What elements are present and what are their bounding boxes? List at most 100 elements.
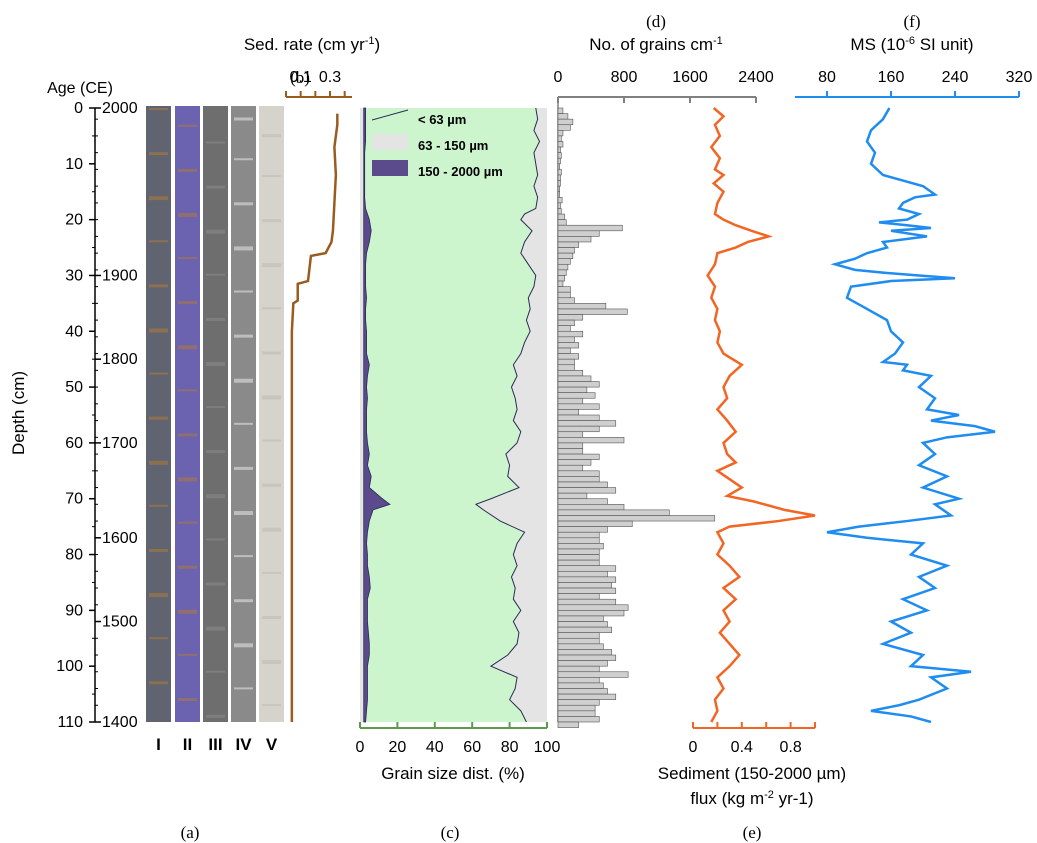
core-texture bbox=[149, 460, 168, 465]
depth-tick-label: 110 bbox=[57, 714, 83, 731]
grain-count-bar bbox=[557, 554, 600, 561]
grain-count-bar bbox=[557, 520, 633, 527]
grain-count-bar bbox=[557, 431, 584, 438]
panel-label-a: (a) bbox=[181, 823, 200, 842]
core-texture bbox=[262, 660, 281, 665]
ms-tick-label: 80 bbox=[818, 69, 836, 86]
core-texture bbox=[149, 240, 168, 243]
core-texture bbox=[206, 714, 225, 718]
core-texture bbox=[234, 246, 253, 251]
grain-count-bar bbox=[557, 593, 600, 600]
core-texture bbox=[234, 511, 253, 516]
core-texture bbox=[206, 450, 225, 454]
grain-count-bar bbox=[557, 353, 579, 360]
depth-tick-label: 30 bbox=[65, 267, 83, 284]
grain-count-bar bbox=[557, 414, 600, 421]
grain-size-tick-label: 60 bbox=[463, 739, 481, 756]
sed-rate-tick-label: 0.1 bbox=[290, 69, 312, 86]
depth-tick-label: 20 bbox=[65, 212, 83, 229]
core-texture bbox=[149, 504, 168, 507]
core-texture bbox=[262, 571, 281, 574]
grain-count-bar bbox=[557, 721, 579, 728]
grain-count-bar bbox=[557, 409, 579, 416]
flux-line bbox=[706, 107, 816, 723]
depth-tick-label: 50 bbox=[65, 379, 83, 396]
core-strip bbox=[146, 106, 171, 722]
grain-count-bar bbox=[557, 291, 571, 299]
core-texture bbox=[149, 196, 168, 201]
age-axis: 2000 1900 1800 1700 1600 1500 1400 bbox=[95, 100, 138, 731]
grain-count-bar bbox=[557, 509, 670, 516]
core-texture bbox=[262, 615, 281, 619]
grain-count-bar bbox=[557, 537, 600, 544]
core-texture bbox=[178, 433, 197, 437]
grain-count-bar bbox=[557, 392, 596, 399]
panel-label-e: (e) bbox=[743, 823, 762, 842]
grain-count-bar bbox=[557, 442, 584, 449]
depth-tick-label: 90 bbox=[65, 602, 83, 619]
grain-count-bar bbox=[557, 598, 617, 606]
core-texture bbox=[149, 328, 168, 333]
grain-count-bar bbox=[557, 504, 625, 511]
core-texture bbox=[149, 681, 168, 685]
core-texture bbox=[234, 643, 253, 648]
depth-tick-label: 100 bbox=[56, 658, 83, 675]
core-texture bbox=[206, 141, 225, 144]
grain-size-axis-title: Grain size dist. (%) bbox=[381, 764, 525, 783]
grain-count-bar bbox=[557, 381, 600, 388]
depth-tick-label: 70 bbox=[65, 491, 83, 508]
core-texture bbox=[206, 538, 225, 541]
core-texture bbox=[262, 704, 281, 707]
grain-count-bar bbox=[557, 297, 575, 304]
core-texture bbox=[178, 477, 197, 482]
grain-count-bar bbox=[557, 247, 575, 254]
legend-swatch bbox=[372, 134, 408, 150]
grain-count-bar bbox=[557, 476, 600, 483]
depth-axis: Depth (cm) 0 10 20 30 40 50 60 70 80 90 100 110 bbox=[9, 100, 96, 731]
core-texture bbox=[149, 416, 168, 420]
grain-count-bar bbox=[557, 174, 561, 181]
grain-count-bar bbox=[557, 185, 560, 193]
core-texture bbox=[206, 670, 225, 673]
grain-count-bar bbox=[557, 420, 617, 427]
grain-count-bar bbox=[557, 481, 608, 488]
panel-label-c: (c) bbox=[441, 823, 460, 842]
core-texture bbox=[206, 317, 225, 321]
grain-count-bar bbox=[557, 492, 588, 500]
grain-count-tick-label: 1600 bbox=[672, 69, 708, 86]
age-tick-label: 2000 bbox=[102, 100, 138, 117]
core-texture bbox=[178, 257, 197, 260]
grain-count-bar bbox=[557, 543, 604, 550]
panel-c-grain-size: Grain size dist. (%) 0 20 40 60 80 100 < 63 µm… bbox=[356, 107, 560, 783]
core-texture bbox=[149, 548, 168, 552]
core-strip-label: III bbox=[208, 735, 222, 754]
core-texture bbox=[178, 653, 197, 656]
panel-f-magnetic-susceptibility: MS (10-6 SI unit) 80 160 240 320 bbox=[795, 35, 1032, 724]
core-strip bbox=[259, 106, 284, 722]
core-texture bbox=[234, 290, 253, 293]
grain-count-bar bbox=[557, 559, 600, 567]
grain-count-bar bbox=[557, 425, 600, 433]
grain-count-bar bbox=[557, 124, 571, 131]
grain-count-bar bbox=[557, 526, 608, 533]
core-texture bbox=[262, 263, 281, 268]
grain-count-bar bbox=[557, 325, 571, 332]
grain-count-bar bbox=[557, 582, 612, 589]
grain-count-bar bbox=[557, 314, 584, 321]
legend-swatch bbox=[372, 160, 408, 176]
ms-tick-label: 160 bbox=[878, 69, 905, 86]
core-texture bbox=[234, 555, 253, 558]
core-strip-label: II bbox=[183, 735, 192, 754]
core-texture bbox=[234, 334, 253, 338]
grain-count-bar bbox=[557, 275, 565, 282]
core-strip bbox=[231, 106, 256, 722]
depth-tick-label: 60 bbox=[65, 435, 83, 452]
grain-count-bar bbox=[557, 319, 575, 326]
depth-tick-label: 0 bbox=[74, 100, 83, 117]
grain-count-bar bbox=[557, 180, 561, 187]
grain-count-bar bbox=[557, 236, 592, 243]
grain-count-bar bbox=[557, 464, 584, 472]
grain-count-bar bbox=[557, 197, 563, 204]
grain-count-bar bbox=[557, 230, 600, 237]
core-texture bbox=[234, 117, 253, 121]
